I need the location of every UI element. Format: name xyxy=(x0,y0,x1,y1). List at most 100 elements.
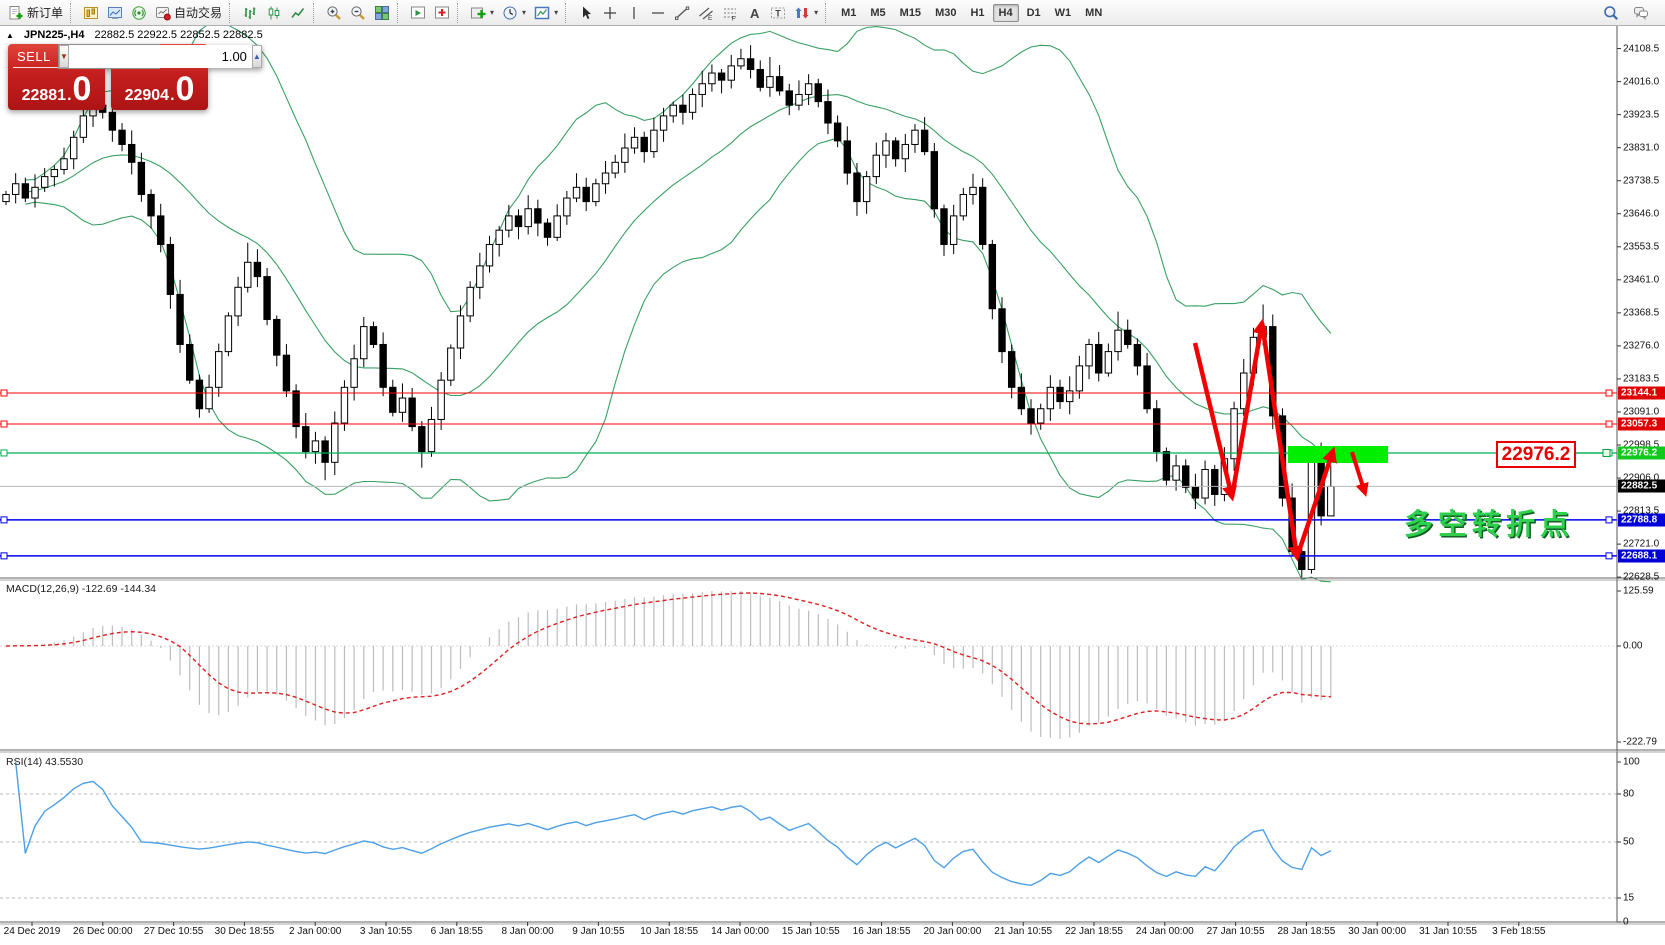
volume-increase-button[interactable]: ▲ xyxy=(251,45,262,68)
search-button[interactable] xyxy=(1599,3,1623,23)
horizontal-line-icon xyxy=(650,5,666,21)
autotrading-button[interactable]: 自动交易 xyxy=(151,2,226,23)
toolbar-separator xyxy=(457,2,463,23)
new-object-icon xyxy=(470,5,486,21)
label-icon: T xyxy=(770,5,786,21)
crosshair-button[interactable] xyxy=(598,3,622,23)
autotrading-icon xyxy=(155,5,171,21)
fibonacci-button[interactable]: F xyxy=(718,3,742,23)
symbol-timeframe-label: JPN225-,H4 xyxy=(23,29,85,41)
equidistant-channel-icon: E xyxy=(698,5,714,21)
zoom-in-button[interactable] xyxy=(322,3,346,23)
toolbar-separator xyxy=(313,2,319,23)
tile-windows-icon xyxy=(374,5,390,21)
time-axis-label: 31 Jan 10:55 xyxy=(1419,926,1477,937)
price-axis-tick: 22721.0 xyxy=(1623,538,1660,550)
price-axis-tick: 23276.0 xyxy=(1623,340,1660,352)
sell-price-big-digit: 0 xyxy=(72,70,92,108)
new-order-button[interactable]: 新订单 xyxy=(4,2,67,23)
price-level-tag: 23144.1 xyxy=(1618,386,1665,400)
toolbar-separator xyxy=(397,2,403,23)
label-button[interactable]: T xyxy=(766,3,790,23)
turning-point-annotation[interactable]: 多空转折点 xyxy=(1404,509,1575,541)
price-axis-tick: 23553.5 xyxy=(1623,241,1660,253)
svg-text:E: E xyxy=(708,15,713,21)
time-axis-label: 24 Jan 00:00 xyxy=(1135,926,1194,937)
time-axis-label: 24 Dec 2019 xyxy=(3,926,61,937)
toolbar-separator xyxy=(229,2,235,23)
time-axis-label: 3 Jan 10:55 xyxy=(359,926,413,937)
collapse-panel-icon[interactable]: ▲ xyxy=(6,30,14,40)
search-icon xyxy=(1603,5,1619,21)
time-axis-label: 28 Jan 18:55 xyxy=(1277,926,1336,937)
templates-icon xyxy=(534,5,550,21)
new-object-button[interactable]: ▾ xyxy=(466,3,498,23)
volume-decrease-button[interactable]: ▼ xyxy=(59,45,69,68)
timeframe-mn[interactable]: MN xyxy=(1085,6,1103,19)
timeframe-h4[interactable]: H4 xyxy=(992,3,1019,22)
time-axis-label: 27 Jan 10:55 xyxy=(1206,926,1265,937)
price-axis-tick: 23738.5 xyxy=(1623,175,1660,187)
shapes-button[interactable]: ▾ xyxy=(790,3,822,23)
time-axis-label: 27 Dec 10:55 xyxy=(143,926,204,937)
horizontal-line-button[interactable] xyxy=(646,3,670,23)
rsi-axis-tick: 80 xyxy=(1623,788,1635,800)
vertical-line-button[interactable] xyxy=(622,3,646,23)
symbol-header: ▲ JPN225-,H4 22882.5 22922.5 22852.5 228… xyxy=(6,29,263,41)
signals-icon xyxy=(131,5,147,21)
zoom-out-button[interactable] xyxy=(346,3,370,23)
time-axis-label: 16 Jan 18:55 xyxy=(852,926,911,937)
price-level-tag: 22976.2 xyxy=(1618,446,1665,460)
rsi-label: RSI(14) 43.5530 xyxy=(6,756,84,768)
signals-button[interactable] xyxy=(127,3,151,23)
volume-stepper: ▼ ▲ xyxy=(58,44,262,69)
rsi-axis-tick: 0 xyxy=(1623,916,1629,928)
timeframe-h1[interactable]: H1 xyxy=(970,6,985,19)
toolbar-separator xyxy=(825,2,831,23)
price-axis-tick: 23646.0 xyxy=(1623,208,1660,220)
candlestick-chart-icon xyxy=(266,5,282,21)
timeframe-w1[interactable]: W1 xyxy=(1054,6,1072,19)
timeframe-m1[interactable]: M1 xyxy=(841,6,857,19)
time-axis-label: 15 Jan 10:55 xyxy=(781,926,840,937)
sell-button[interactable]: SELL 22881. 0 xyxy=(8,44,105,110)
svg-text:T: T xyxy=(775,8,781,18)
macd-label: MACD(12,26,9) -122.69 -144.34 xyxy=(6,583,156,595)
timeframe-m15[interactable]: M15 xyxy=(899,6,922,19)
auto-arrange-button[interactable] xyxy=(406,3,430,23)
timeframe-m5[interactable]: M5 xyxy=(870,6,886,19)
periods-button[interactable]: ▾ xyxy=(498,3,530,23)
new-order-icon xyxy=(8,5,24,21)
chevron-down-icon: ▾ xyxy=(554,8,559,17)
line-chart-button[interactable] xyxy=(286,3,310,23)
text-button[interactable]: A xyxy=(742,3,766,23)
tile-windows-button[interactable] xyxy=(370,3,394,23)
timeframe-d1[interactable]: D1 xyxy=(1026,6,1041,19)
time-axis-label: 10 Jan 18:55 xyxy=(640,926,699,937)
templates-button[interactable]: ▾ xyxy=(530,3,562,23)
volume-input[interactable] xyxy=(68,45,252,68)
time-axis-label: 30 Jan 00:00 xyxy=(1348,926,1407,937)
price-axis-tick: 23923.5 xyxy=(1623,109,1660,121)
bar-chart-button[interactable] xyxy=(238,3,262,23)
trendline-button[interactable] xyxy=(670,3,694,23)
candlestick-chart-button[interactable] xyxy=(262,3,286,23)
price-axis-tick: 23183.5 xyxy=(1623,373,1660,385)
rsi-axis-tick: 15 xyxy=(1623,892,1635,904)
equidistant-channel-button[interactable]: E xyxy=(694,3,718,23)
price-callout-box[interactable]: 22976.2 xyxy=(1496,441,1576,468)
time-axis-label: 9 Jan 10:55 xyxy=(572,926,625,937)
chat-button[interactable] xyxy=(1629,3,1653,23)
bar-chart-icon xyxy=(242,5,258,21)
sell-price-main: 22881 xyxy=(21,87,67,104)
market-watch-button[interactable] xyxy=(103,3,127,23)
new-chart-button[interactable] xyxy=(79,3,103,23)
grid-snap-button[interactable] xyxy=(430,3,454,23)
timeframe-m30[interactable]: M30 xyxy=(935,6,957,19)
trendline-icon xyxy=(674,5,690,21)
cursor-button[interactable] xyxy=(574,3,598,23)
macd-axis-tick: 125.59 xyxy=(1623,585,1654,597)
buy-price-main: 22904 xyxy=(124,87,170,104)
